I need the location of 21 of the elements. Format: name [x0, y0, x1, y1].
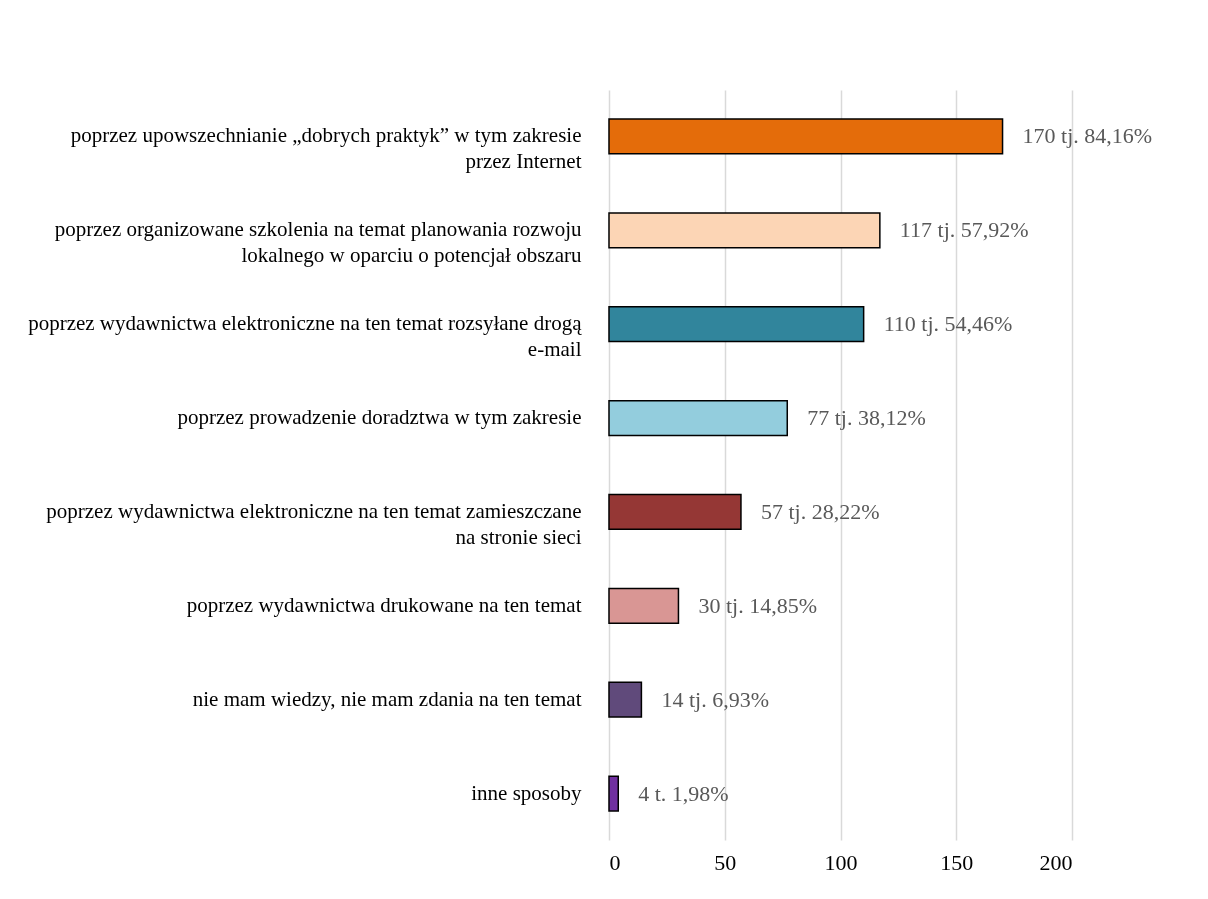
x-tick-label: 50 — [714, 849, 737, 875]
data-label: 110 tj. 54,46% — [883, 311, 1013, 337]
data-label: 77 tj. 38,12% — [807, 405, 926, 431]
data-label: 170 tj. 84,16% — [1022, 123, 1153, 149]
y-tick-label: poprzez wydawnictwa elektroniczne na ten temat rozsyłane drogą e-mail — [28, 311, 583, 362]
x-tick-label: 100 — [824, 849, 858, 875]
y-tick-label: poprzez prowadzenie doradztwa w tym zakresie — [177, 405, 582, 430]
y-tick-label: poprzez upowszechnianie „dobrych praktyk” w tym zakresie przez Internet — [70, 123, 582, 174]
y-tick-label: poprzez wydawnictwa drukowane na ten temat — [186, 592, 582, 617]
data-label: 4 t. 1,98% — [638, 780, 729, 806]
x-tick-label: 150 — [940, 849, 974, 875]
x-tick-label: 0 — [609, 849, 621, 875]
y-tick-label: poprzez wydawnictwa elektroniczne na ten temat zamieszczane na stronie sieci — [46, 498, 582, 549]
data-label: 30 tj. 14,85% — [698, 592, 818, 618]
data-label: 57 tj. 28,22% — [760, 498, 880, 524]
data-label: 117 tj. 57,92% — [899, 217, 1029, 243]
x-tick-label: 200 — [1039, 849, 1073, 875]
y-tick-label: nie mam wiedzy, nie mam zdania na ten temat — [192, 686, 582, 711]
y-tick-label: poprzez organizowane szkolenia na temat planowania rozwoju lokalnego w oparciu o potencjał obszaru — [54, 217, 582, 268]
y-tick-label: inne sposoby — [471, 780, 582, 805]
data-label: 14 tj. 6,93% — [661, 686, 769, 712]
